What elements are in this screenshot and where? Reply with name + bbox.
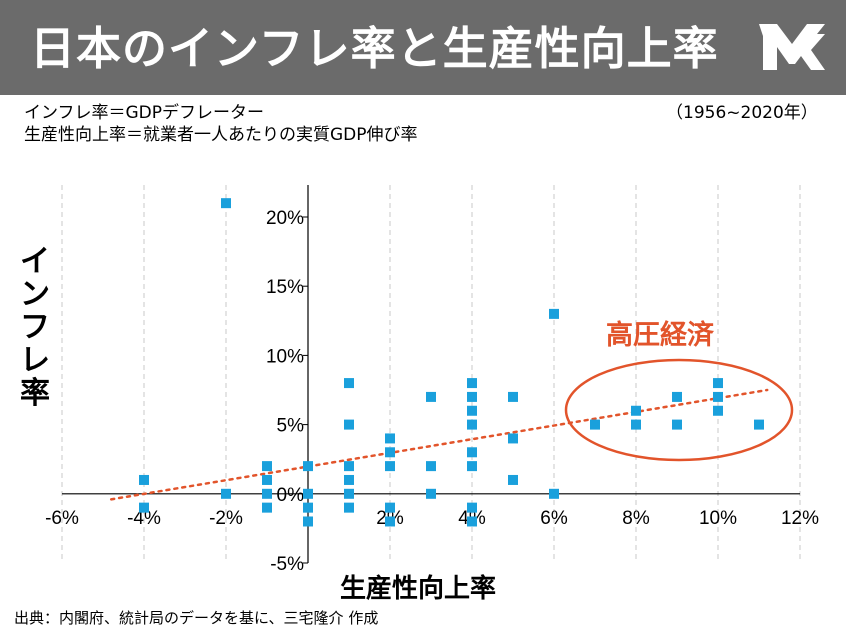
- data-point: [508, 474, 518, 485]
- data-point: [385, 502, 395, 513]
- data-point: [426, 391, 436, 402]
- data-point: [713, 405, 723, 416]
- tick-labels: -5%0%5%10%15%20%-6%-4%-2%2%4%6%8%10%12%: [45, 208, 819, 575]
- gridlines: [61, 185, 801, 563]
- y-tick-label: 15%: [266, 277, 304, 298]
- y-tick-label: 0%: [277, 485, 305, 506]
- data-point: [672, 419, 682, 430]
- data-point: [549, 308, 559, 319]
- x-tick-label: -4%: [127, 508, 161, 529]
- high-pressure-economy-ellipse: [564, 358, 794, 462]
- page-title: 日本のインフレ率と生産性向上率: [30, 22, 719, 75]
- x-tick-label: 6%: [540, 508, 568, 529]
- data-point: [385, 447, 395, 458]
- axes: [62, 185, 800, 564]
- trendline: [109, 388, 769, 501]
- data-point: [344, 419, 354, 430]
- data-point: [303, 461, 313, 472]
- data-point: [262, 461, 272, 472]
- data-point: [713, 378, 723, 389]
- data-point: [508, 391, 518, 402]
- publisher-logo: [759, 24, 825, 70]
- x-tick-label: -2%: [209, 508, 243, 529]
- data-point: [385, 433, 395, 444]
- note-period: （1956~2020年）: [666, 103, 818, 123]
- y-tick-label: -5%: [270, 554, 304, 575]
- y-tick-label: 20%: [266, 208, 304, 229]
- data-point: [139, 502, 149, 513]
- y-tick-label: 5%: [277, 416, 305, 437]
- data-point: [221, 488, 231, 499]
- data-point: [303, 488, 313, 499]
- x-tick-label: 8%: [622, 508, 650, 529]
- x-tick-label: -6%: [45, 508, 79, 529]
- data-point: [262, 488, 272, 499]
- data-point: [631, 419, 641, 430]
- y-axis-label: インフレ率: [20, 244, 50, 411]
- data-point: [426, 488, 436, 499]
- data-point: [262, 502, 272, 513]
- data-point: [426, 461, 436, 472]
- x-tick-label: 12%: [781, 508, 819, 529]
- data-point: [467, 378, 477, 389]
- data-point: [713, 391, 723, 402]
- data-point: [344, 461, 354, 472]
- data-point: [344, 488, 354, 499]
- data-point: [344, 502, 354, 513]
- data-point: [303, 516, 313, 527]
- y-tick-label: 10%: [266, 346, 304, 367]
- data-point: [262, 474, 272, 485]
- data-point: [631, 405, 641, 416]
- data-point: [467, 447, 477, 458]
- data-point: [385, 461, 395, 472]
- data-points: [139, 198, 764, 527]
- data-point: [139, 474, 149, 485]
- data-point: [467, 391, 477, 402]
- data-point: [467, 419, 477, 430]
- note-productivity-definition: 生産性向上率＝就業者一人あたりの実質GDP伸び率: [24, 125, 418, 145]
- data-point: [467, 502, 477, 513]
- trendline-layer: [109, 388, 769, 501]
- x-tick-label: 10%: [699, 508, 737, 529]
- data-point: [385, 516, 395, 527]
- data-point: [672, 391, 682, 402]
- data-point: [754, 419, 764, 430]
- x-axis-label: 生産性向上率: [340, 574, 497, 604]
- data-point: [508, 433, 518, 444]
- source-note: 出典：内閣府、統計局のデータを基に、三宅隆介 作成: [14, 609, 379, 627]
- data-point: [549, 488, 559, 499]
- data-point: [467, 405, 477, 416]
- data-point: [590, 419, 600, 430]
- data-point: [467, 461, 477, 472]
- header-bar: 日本のインフレ率と生産性向上率: [0, 0, 846, 95]
- high-pressure-economy-label: 高圧経済: [606, 320, 714, 351]
- note-inflation-definition: インフレ率＝GDPデフレーター: [24, 103, 265, 123]
- data-point: [221, 198, 231, 209]
- data-point: [344, 474, 354, 485]
- data-point: [467, 516, 477, 527]
- data-point: [344, 378, 354, 389]
- data-point: [303, 502, 313, 513]
